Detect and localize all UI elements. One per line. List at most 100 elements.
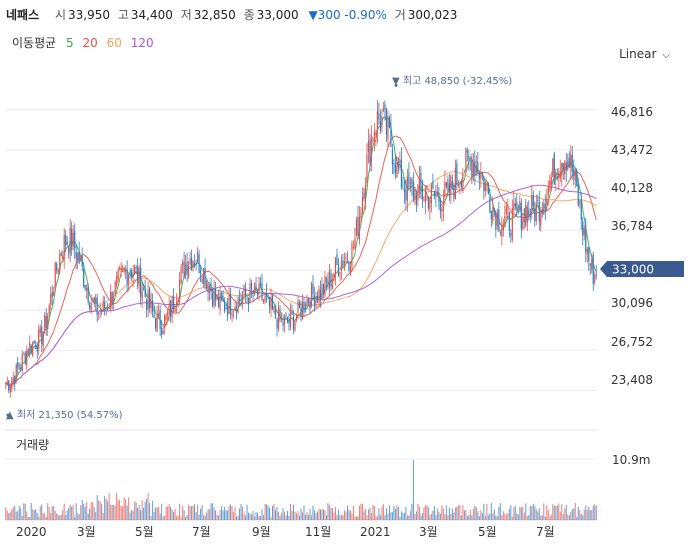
volume-bar	[310, 515, 312, 520]
moving-average-legend[interactable]: 이동평균 5 20 60 120	[12, 34, 159, 51]
volume-bar	[143, 507, 145, 520]
candle-body	[75, 251, 77, 260]
volume-bar	[186, 514, 188, 520]
volume-bar	[54, 510, 56, 520]
candle-body	[162, 331, 164, 335]
volume-bar	[393, 505, 395, 520]
candle-body	[232, 310, 235, 312]
candle-body	[595, 274, 597, 276]
volume-bar	[26, 511, 28, 520]
candle-body	[306, 299, 308, 306]
volume-bar	[574, 503, 576, 520]
volume-bar	[534, 506, 536, 520]
volume-bar	[236, 516, 238, 520]
candle-body	[403, 188, 406, 193]
candle-body	[385, 108, 388, 135]
volume-bar	[138, 505, 140, 520]
candle-body	[276, 319, 278, 329]
volume-bar	[12, 507, 14, 520]
candle-body	[20, 368, 22, 370]
volume-bar	[246, 504, 248, 520]
volume-bar	[119, 499, 121, 520]
volume-bar	[267, 505, 269, 520]
candle-body	[453, 187, 455, 199]
volume-bar	[59, 515, 61, 520]
volume-bar	[361, 503, 363, 520]
candle-body	[280, 318, 283, 320]
ma-5: 5	[66, 36, 74, 50]
candle-body	[51, 292, 53, 297]
volume-bar	[242, 506, 244, 520]
candle-body	[250, 282, 253, 290]
candle-body	[363, 192, 365, 199]
volume-bar	[207, 509, 209, 520]
candle-body	[445, 182, 447, 187]
candle-body	[74, 231, 76, 249]
candle-body	[114, 281, 116, 295]
volume-bar	[516, 513, 518, 520]
volume-bar	[360, 503, 362, 520]
volume-bar	[9, 512, 11, 520]
candle-body	[547, 186, 549, 196]
candle-body	[102, 300, 104, 310]
volume-bar	[179, 503, 181, 520]
candle-body	[535, 202, 537, 221]
volume-bar	[519, 506, 521, 520]
candle-body	[174, 307, 176, 313]
candle-body	[325, 277, 328, 283]
candle-body	[228, 294, 230, 314]
candle-body	[292, 315, 295, 330]
volume-bar	[36, 512, 38, 520]
volume-bar	[168, 504, 170, 520]
candle-body	[438, 195, 440, 202]
volume-bar	[47, 503, 49, 520]
candle-body	[111, 292, 113, 306]
volume-bar	[541, 515, 543, 520]
candle-body	[432, 181, 434, 189]
volume-bar	[6, 510, 8, 520]
candle-body	[152, 300, 154, 312]
volume-bar	[543, 503, 545, 520]
candle-body	[29, 342, 31, 354]
volume-bar	[477, 511, 479, 520]
candle-body	[96, 297, 98, 316]
volume-bar	[17, 511, 19, 520]
candle-body	[585, 225, 587, 253]
volume-bar	[373, 506, 375, 520]
volume-panel-title: 거래량	[16, 438, 50, 452]
volume-bar	[68, 507, 70, 520]
volume-bar	[570, 512, 572, 520]
current-price-tag: 33,000	[600, 261, 684, 277]
candle-body	[436, 193, 438, 197]
volume-bar	[312, 506, 314, 520]
volume-bar	[14, 505, 16, 520]
volume-bar	[318, 509, 320, 520]
candle-body	[429, 199, 431, 210]
volume-bar	[204, 515, 206, 520]
volume-bar	[445, 505, 447, 520]
volume-bar	[580, 514, 582, 520]
candle-body	[568, 157, 570, 168]
candle-body	[291, 312, 293, 315]
candle-body	[288, 320, 290, 324]
candle-body	[177, 298, 179, 303]
volume-label: 거	[394, 8, 406, 22]
volume-bar	[15, 511, 17, 520]
volume-bar	[66, 510, 68, 520]
candle-body	[213, 288, 215, 306]
candle-body	[588, 247, 590, 261]
volume-bar	[278, 512, 280, 520]
volume-bar	[451, 508, 453, 520]
candle-body	[237, 297, 239, 312]
volume-bar	[171, 509, 173, 520]
candle-body	[195, 263, 197, 266]
volume-bar	[381, 506, 383, 520]
volume-bar	[102, 512, 104, 520]
candle-body	[205, 281, 208, 290]
candle-body	[573, 168, 575, 177]
volume-bar	[165, 506, 167, 520]
scale-selector[interactable]: Linear ⌵	[619, 47, 670, 61]
volume-bar	[316, 511, 318, 520]
candle-body	[285, 315, 287, 317]
